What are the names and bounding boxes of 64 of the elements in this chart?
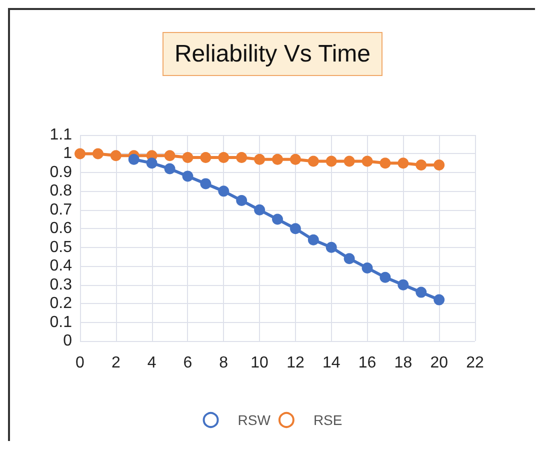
x-tick-label: 2 xyxy=(111,354,120,372)
point xyxy=(434,294,445,306)
point xyxy=(362,156,373,167)
point xyxy=(110,150,122,162)
point xyxy=(326,242,337,253)
point xyxy=(254,154,266,165)
point xyxy=(434,159,445,170)
point xyxy=(272,214,283,225)
point xyxy=(290,154,301,165)
y-tick-label: 0.1 xyxy=(50,314,72,331)
point xyxy=(146,158,158,169)
point xyxy=(254,204,266,216)
point xyxy=(218,186,230,197)
point xyxy=(416,286,427,298)
x-tick-label: 0 xyxy=(76,354,85,372)
y-tick-label: 0 xyxy=(63,332,72,350)
x-tick-label: 18 xyxy=(394,354,412,372)
point xyxy=(182,170,194,182)
x-tick-label: 16 xyxy=(358,354,376,372)
y-tick-label: 0.3 xyxy=(50,276,72,294)
y-tick-label: 0.5 xyxy=(50,238,72,256)
point xyxy=(416,159,427,170)
point xyxy=(344,253,355,264)
x-tick-label: 12 xyxy=(286,354,304,372)
x-tick-label: 8 xyxy=(219,354,228,372)
legend-label: RSW xyxy=(238,412,272,428)
x-tick-label: 4 xyxy=(147,354,156,372)
x-tick-label: 10 xyxy=(250,354,269,372)
x-tick-label: 6 xyxy=(183,354,192,372)
point xyxy=(236,195,248,206)
y-tick-label: 0.4 xyxy=(50,258,72,275)
point xyxy=(164,163,176,174)
point xyxy=(308,156,319,167)
point xyxy=(344,156,355,167)
point xyxy=(182,152,194,163)
point xyxy=(236,152,248,163)
y-tick-label: 1 xyxy=(63,145,72,162)
x-tick-label: 22 xyxy=(466,354,484,372)
point xyxy=(272,154,283,165)
point xyxy=(308,234,319,246)
point xyxy=(398,279,409,290)
point xyxy=(164,150,176,162)
y-tick-label: 0.2 xyxy=(50,295,72,312)
point xyxy=(74,148,86,160)
point xyxy=(380,272,391,283)
legend-label: RSE xyxy=(313,412,342,428)
x-tick-label: 20 xyxy=(430,354,448,372)
point xyxy=(362,262,373,274)
point xyxy=(200,152,212,163)
x-tick-label: 14 xyxy=(322,354,340,372)
point xyxy=(218,152,230,163)
point xyxy=(326,156,337,167)
chart-title: Reliability Vs Time xyxy=(174,40,371,68)
y-tick-label: 0.8 xyxy=(50,182,72,200)
y-tick-label: 0.7 xyxy=(50,201,72,218)
y-tick-label: 0.9 xyxy=(50,164,72,181)
point xyxy=(92,148,104,160)
point xyxy=(290,223,301,234)
y-tick-label: 1.1 xyxy=(50,126,72,144)
point xyxy=(398,158,409,169)
point xyxy=(128,154,140,165)
point xyxy=(200,178,212,190)
point xyxy=(380,158,391,169)
y-tick-label: 0.6 xyxy=(50,220,72,238)
